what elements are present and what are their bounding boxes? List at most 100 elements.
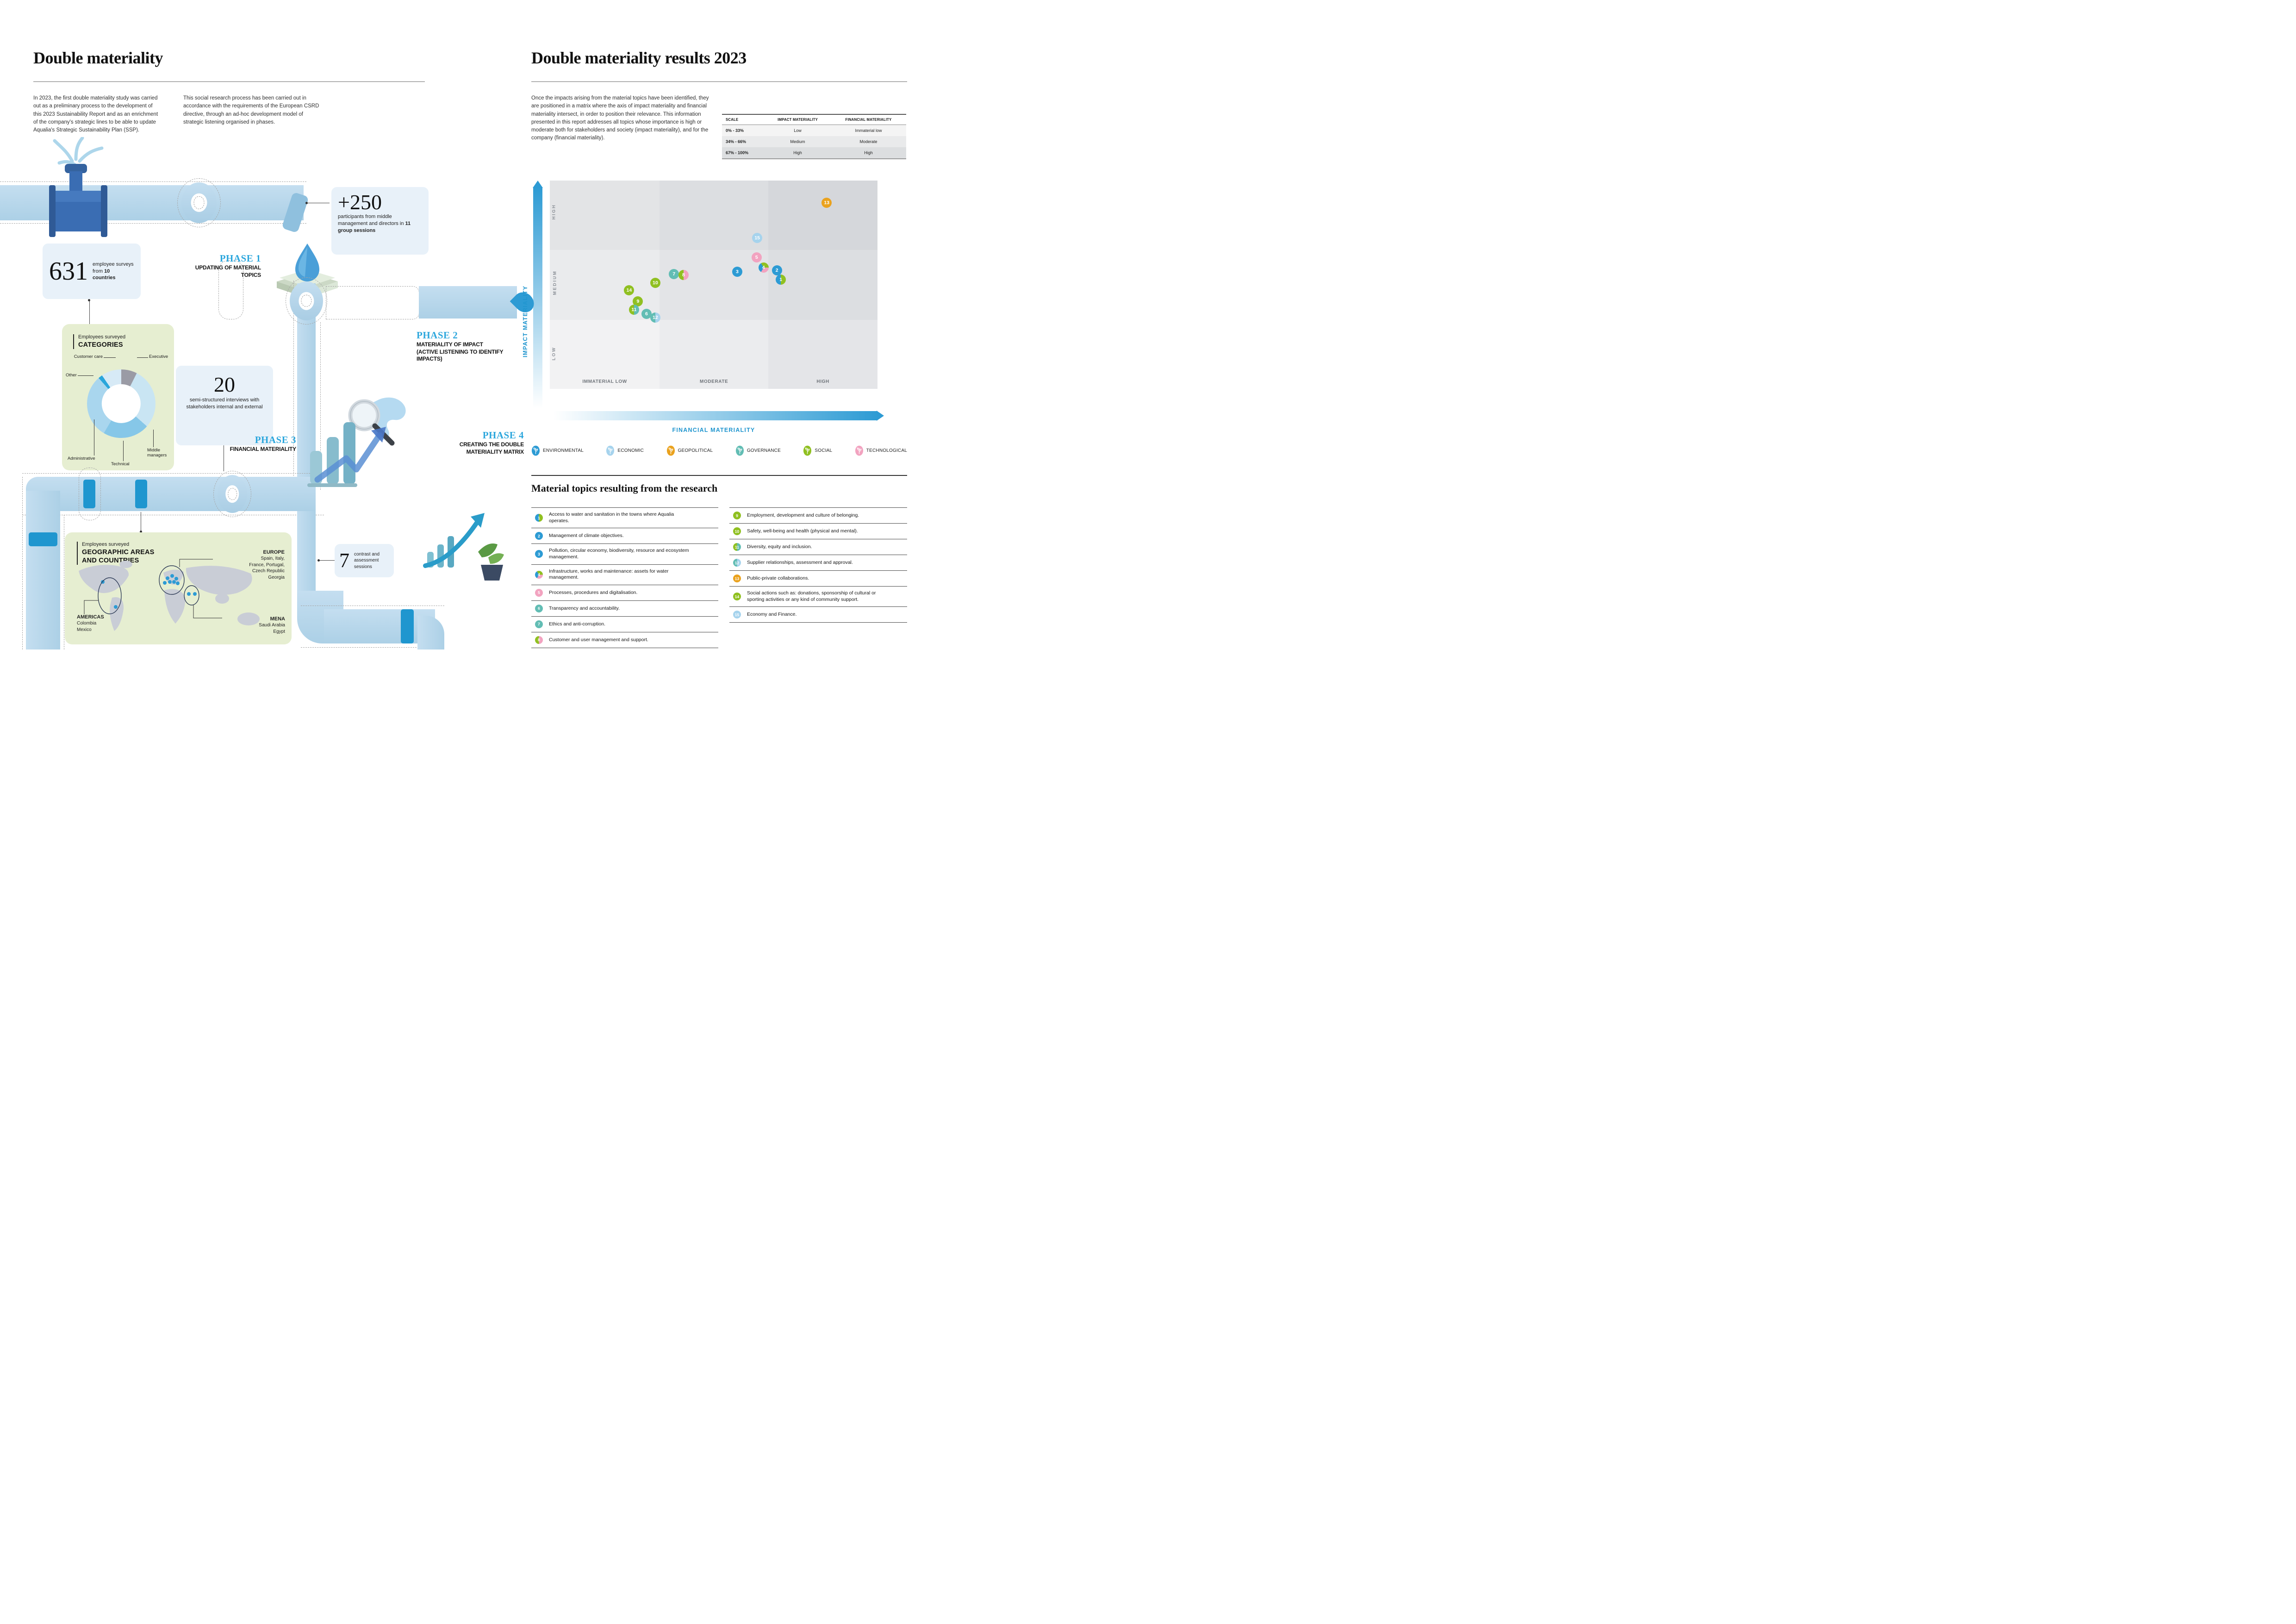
topic-text-7: Ethics and anti-corruption. bbox=[549, 621, 605, 627]
scale-table-cell: Low bbox=[794, 128, 802, 133]
geo-kicker: Employees surveyed GEOGRAPHIC AREAS AND … bbox=[77, 542, 155, 565]
legend-item-geopolitical: GEOPOLITICAL bbox=[666, 445, 713, 456]
economic-leaf-icon bbox=[606, 445, 615, 456]
legend-label: ECONOMIC bbox=[617, 448, 644, 453]
matrix-point-8: 8 bbox=[678, 269, 689, 280]
pipe-roundabout bbox=[286, 277, 327, 325]
stat-250-box: +250 participants from middle management… bbox=[331, 187, 429, 255]
pipe-dash bbox=[320, 322, 321, 490]
scale-table-row: 34% - 66% Medium Moderate bbox=[722, 136, 906, 147]
phase-4-title: CREATING THE DOUBLE MATERIALITY MATRIX bbox=[459, 441, 524, 455]
topics-column-1: 1 Access to water and sanitation in the t… bbox=[531, 507, 718, 648]
matrix-point-4: 4 bbox=[758, 262, 769, 273]
pipe-connector bbox=[83, 480, 95, 508]
topic-text-15: Economy and Finance. bbox=[747, 611, 797, 617]
technological-leaf-icon bbox=[855, 445, 863, 456]
topic-text-9: Employment, development and culture of b… bbox=[747, 512, 859, 518]
donut-leader-line bbox=[123, 441, 124, 461]
donut-label-other: Other bbox=[66, 373, 77, 378]
topic-badge-6: 6 bbox=[535, 604, 543, 612]
categories-donut-chart bbox=[87, 369, 156, 438]
phase-2-title: MATERIALITY OF IMPACT bbox=[417, 341, 483, 348]
matrix-point-6: 6 bbox=[641, 309, 652, 319]
report-page: Double materiality In 2023, the first do… bbox=[0, 0, 918, 650]
matrix-point-14: 14 bbox=[624, 285, 635, 295]
topic-row-12: 12 Supplier relationships, assessment and… bbox=[729, 555, 907, 570]
pipe-dash-capsule bbox=[79, 468, 101, 520]
matrix-point-3: 3 bbox=[732, 266, 742, 277]
topic-text-13: Public-private collaborations. bbox=[747, 575, 809, 581]
scale-table: SCALE IMPACT MATERIALITY FINANCIAL MATERIA… bbox=[722, 114, 906, 159]
scale-table-cell: High bbox=[793, 150, 802, 155]
topic-text-8: Customer and user management and support… bbox=[549, 637, 648, 643]
phase-4-block: PHASE 4 CREATING THE DOUBLE MATERIALITY … bbox=[441, 430, 524, 456]
stat-250-number: +250 bbox=[338, 190, 382, 214]
pipe-top-band bbox=[0, 185, 304, 220]
topic-row-13: 13 Public-private collaborations. bbox=[729, 570, 907, 586]
scale-table-cell: Medium bbox=[790, 139, 805, 144]
connector-dot bbox=[305, 202, 308, 204]
pipe-dash bbox=[301, 647, 417, 648]
topic-badge-14: 14 bbox=[733, 593, 741, 601]
pipe-exit-corner bbox=[417, 616, 444, 650]
stat-20-number: 20 bbox=[214, 373, 235, 396]
legend-item-governance: GOVERNANCE bbox=[735, 445, 781, 456]
geo-americas-label: AMERICAS bbox=[77, 614, 104, 620]
matrix-row-label-medium: MEDIUM bbox=[552, 270, 558, 295]
connector-dot bbox=[88, 299, 90, 301]
social-leaf-icon bbox=[803, 445, 812, 456]
scale-table-header: IMPACT MATERIALITY bbox=[765, 115, 831, 125]
pipe-band-2 bbox=[26, 477, 316, 511]
legend-label: ENVIRONMENTAL bbox=[543, 448, 584, 453]
stat-631-line2: from bbox=[93, 268, 105, 274]
pipe-dash-branch bbox=[326, 286, 419, 319]
connector-line bbox=[319, 560, 335, 561]
scale-table-cell: 67% - 100% bbox=[726, 150, 749, 155]
phase-2-block: PHASE 2 MATERIALITY OF IMPACT (ACTIVE LI… bbox=[417, 330, 523, 363]
financial-axis-label: FINANCIAL MATERIALITY bbox=[672, 427, 755, 433]
topic-badge-3: 3 bbox=[535, 550, 543, 558]
topic-text-4: Infrastructure, works and maintenance: a… bbox=[549, 568, 669, 581]
matrix-cell-r0c2 bbox=[768, 181, 877, 250]
topic-text-11: Diversity, equity and inclusion. bbox=[747, 543, 812, 550]
pipe-band-bottom bbox=[324, 609, 435, 643]
pipe-dash bbox=[0, 223, 306, 224]
legend-item-environmental: ENVIRONMENTAL bbox=[531, 445, 584, 456]
world-map bbox=[79, 559, 260, 631]
donut-label-executive: Executive bbox=[149, 354, 168, 359]
legend-label: SOCIAL bbox=[815, 448, 833, 453]
legend-item-social: SOCIAL bbox=[803, 445, 832, 456]
scale-table-row: 67% - 100% High High bbox=[722, 147, 906, 158]
topic-row-1: 1 Access to water and sanitation in the t… bbox=[531, 507, 718, 528]
matrix-cell-r0c0 bbox=[550, 181, 660, 250]
water-valve-icon bbox=[49, 137, 107, 237]
impact-axis-arrowhead bbox=[533, 181, 543, 188]
geo-europe-countries: Spain, Italy, France, Portugal, Czech Re… bbox=[249, 556, 285, 580]
matrix-point-12: 12 bbox=[650, 312, 660, 323]
geo-americas-countries: Colombia Mexico bbox=[77, 621, 97, 632]
pipe-dash-stub bbox=[218, 260, 243, 319]
legend-label: GOVERNANCE bbox=[747, 448, 781, 453]
connector-dot bbox=[140, 531, 142, 533]
matrix-cell-r1c2 bbox=[768, 250, 877, 320]
geopolitical-leaf-icon bbox=[666, 445, 675, 456]
phase-4-label: PHASE 4 bbox=[482, 430, 524, 441]
donut-label-administrative: Administrative bbox=[68, 456, 95, 461]
matrix-col-label-immaterial: IMMATERIAL LOW bbox=[582, 379, 627, 384]
matrix-col-label-moderate: MODERATE bbox=[700, 379, 728, 384]
geo-mena-countries: Saudi Arabia Egypt bbox=[259, 623, 285, 634]
pipe-connector bbox=[135, 480, 147, 508]
pipe-dash bbox=[22, 477, 23, 650]
stat-250-bold: 11 group sessions bbox=[338, 221, 411, 234]
donut-leader-line bbox=[137, 357, 148, 358]
financial-chart-illustration bbox=[307, 422, 386, 487]
legend-label: GEOPOLITICAL bbox=[678, 448, 713, 453]
materiality-matrix: HIGH MEDIUM LOW IMMATERIAL LOW MODERATE … bbox=[550, 181, 877, 389]
topic-badge-11: 11 bbox=[733, 543, 741, 551]
stat-7-box: 7 contrast and assessment sessions bbox=[335, 544, 394, 577]
right-title-rule bbox=[531, 81, 907, 82]
matrix-point-10: 10 bbox=[650, 278, 660, 288]
scale-table-cell: Immaterial low bbox=[855, 128, 882, 133]
pipe-to-right-page bbox=[419, 286, 517, 319]
pipe-dash bbox=[22, 473, 324, 474]
